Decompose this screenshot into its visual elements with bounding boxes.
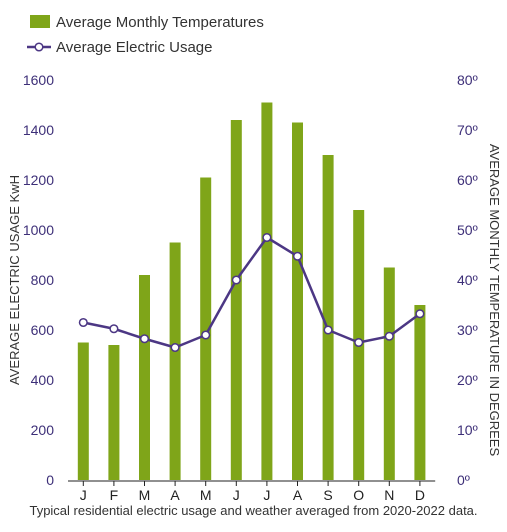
point-electric-usage xyxy=(201,330,211,340)
x-tick-label: J xyxy=(263,487,270,503)
bar-temperature xyxy=(169,242,181,480)
point-electric-usage xyxy=(78,317,88,328)
x-tick-label: F xyxy=(110,487,119,503)
right-axis-title: AVERAGE MONTHLY TEMPERATURE IN DEGREES xyxy=(487,144,502,457)
bar-temperature xyxy=(414,305,426,480)
point-electric-usage xyxy=(231,275,241,285)
bar-temperature xyxy=(292,122,303,480)
x-tick-label: A xyxy=(293,487,303,503)
point-electric-usage xyxy=(139,334,150,344)
right-tick-label: 0º xyxy=(457,472,470,488)
left-tick-label: 600 xyxy=(31,322,55,338)
right-tick-label: 40º xyxy=(457,272,478,288)
bar-temperature xyxy=(139,275,150,480)
point-electric-usage xyxy=(109,324,119,334)
left-tick-label: 400 xyxy=(31,372,55,388)
bar-temperature xyxy=(108,345,120,480)
x-tick-label: D xyxy=(415,487,425,503)
right-tick-label: 30º xyxy=(457,322,478,338)
left-tick-label: 1200 xyxy=(23,172,54,188)
right-tick-label: 80º xyxy=(457,72,478,88)
x-tick-label: M xyxy=(200,487,212,503)
x-tick-label: S xyxy=(323,487,332,503)
legend-label-temperature: Average Monthly Temperatures xyxy=(56,14,264,31)
bar-temperature xyxy=(383,267,395,480)
left-tick-label: 0 xyxy=(46,472,54,488)
legend-marker-usage xyxy=(34,42,44,52)
right-tick-label: 70º xyxy=(457,122,478,138)
left-tick-label: 1600 xyxy=(23,72,54,88)
left-tick-label: 1400 xyxy=(23,122,54,138)
right-tick-label: 20º xyxy=(457,372,478,388)
bar-temperature xyxy=(322,155,334,480)
point-electric-usage xyxy=(384,331,394,341)
bar-temperature xyxy=(77,342,89,480)
left-tick-label: 1000 xyxy=(23,222,54,238)
point-electric-usage xyxy=(170,342,180,353)
point-electric-usage xyxy=(292,251,303,261)
point-electric-usage xyxy=(262,232,272,243)
bar-temperature xyxy=(200,177,212,480)
chart-caption: Typical residential electric usage and w… xyxy=(29,503,478,518)
right-tick-label: 10º xyxy=(457,422,478,438)
x-tick-label: A xyxy=(170,487,180,503)
left-tick-label: 200 xyxy=(31,422,55,438)
right-tick-label: 60º xyxy=(457,172,478,188)
bar-temperature xyxy=(230,120,242,480)
x-tick-label: J xyxy=(80,487,87,503)
x-tick-label: N xyxy=(384,487,394,503)
x-tick-label: O xyxy=(353,487,364,503)
legend-swatch-temperature xyxy=(30,15,50,28)
bar-temperature xyxy=(261,102,273,480)
point-electric-usage xyxy=(415,309,425,319)
x-tick-label: J xyxy=(233,487,240,503)
left-axis-title: AVERAGE ELECTRIC USAGE KwH xyxy=(7,175,22,385)
left-tick-label: 800 xyxy=(31,272,55,288)
point-electric-usage xyxy=(354,337,364,348)
line-electric-usage xyxy=(83,236,421,349)
point-electric-usage xyxy=(323,325,333,335)
x-tick-label: M xyxy=(139,487,151,503)
right-tick-label: 50º xyxy=(457,222,478,238)
legend-label-usage: Average Electric Usage xyxy=(56,39,212,56)
